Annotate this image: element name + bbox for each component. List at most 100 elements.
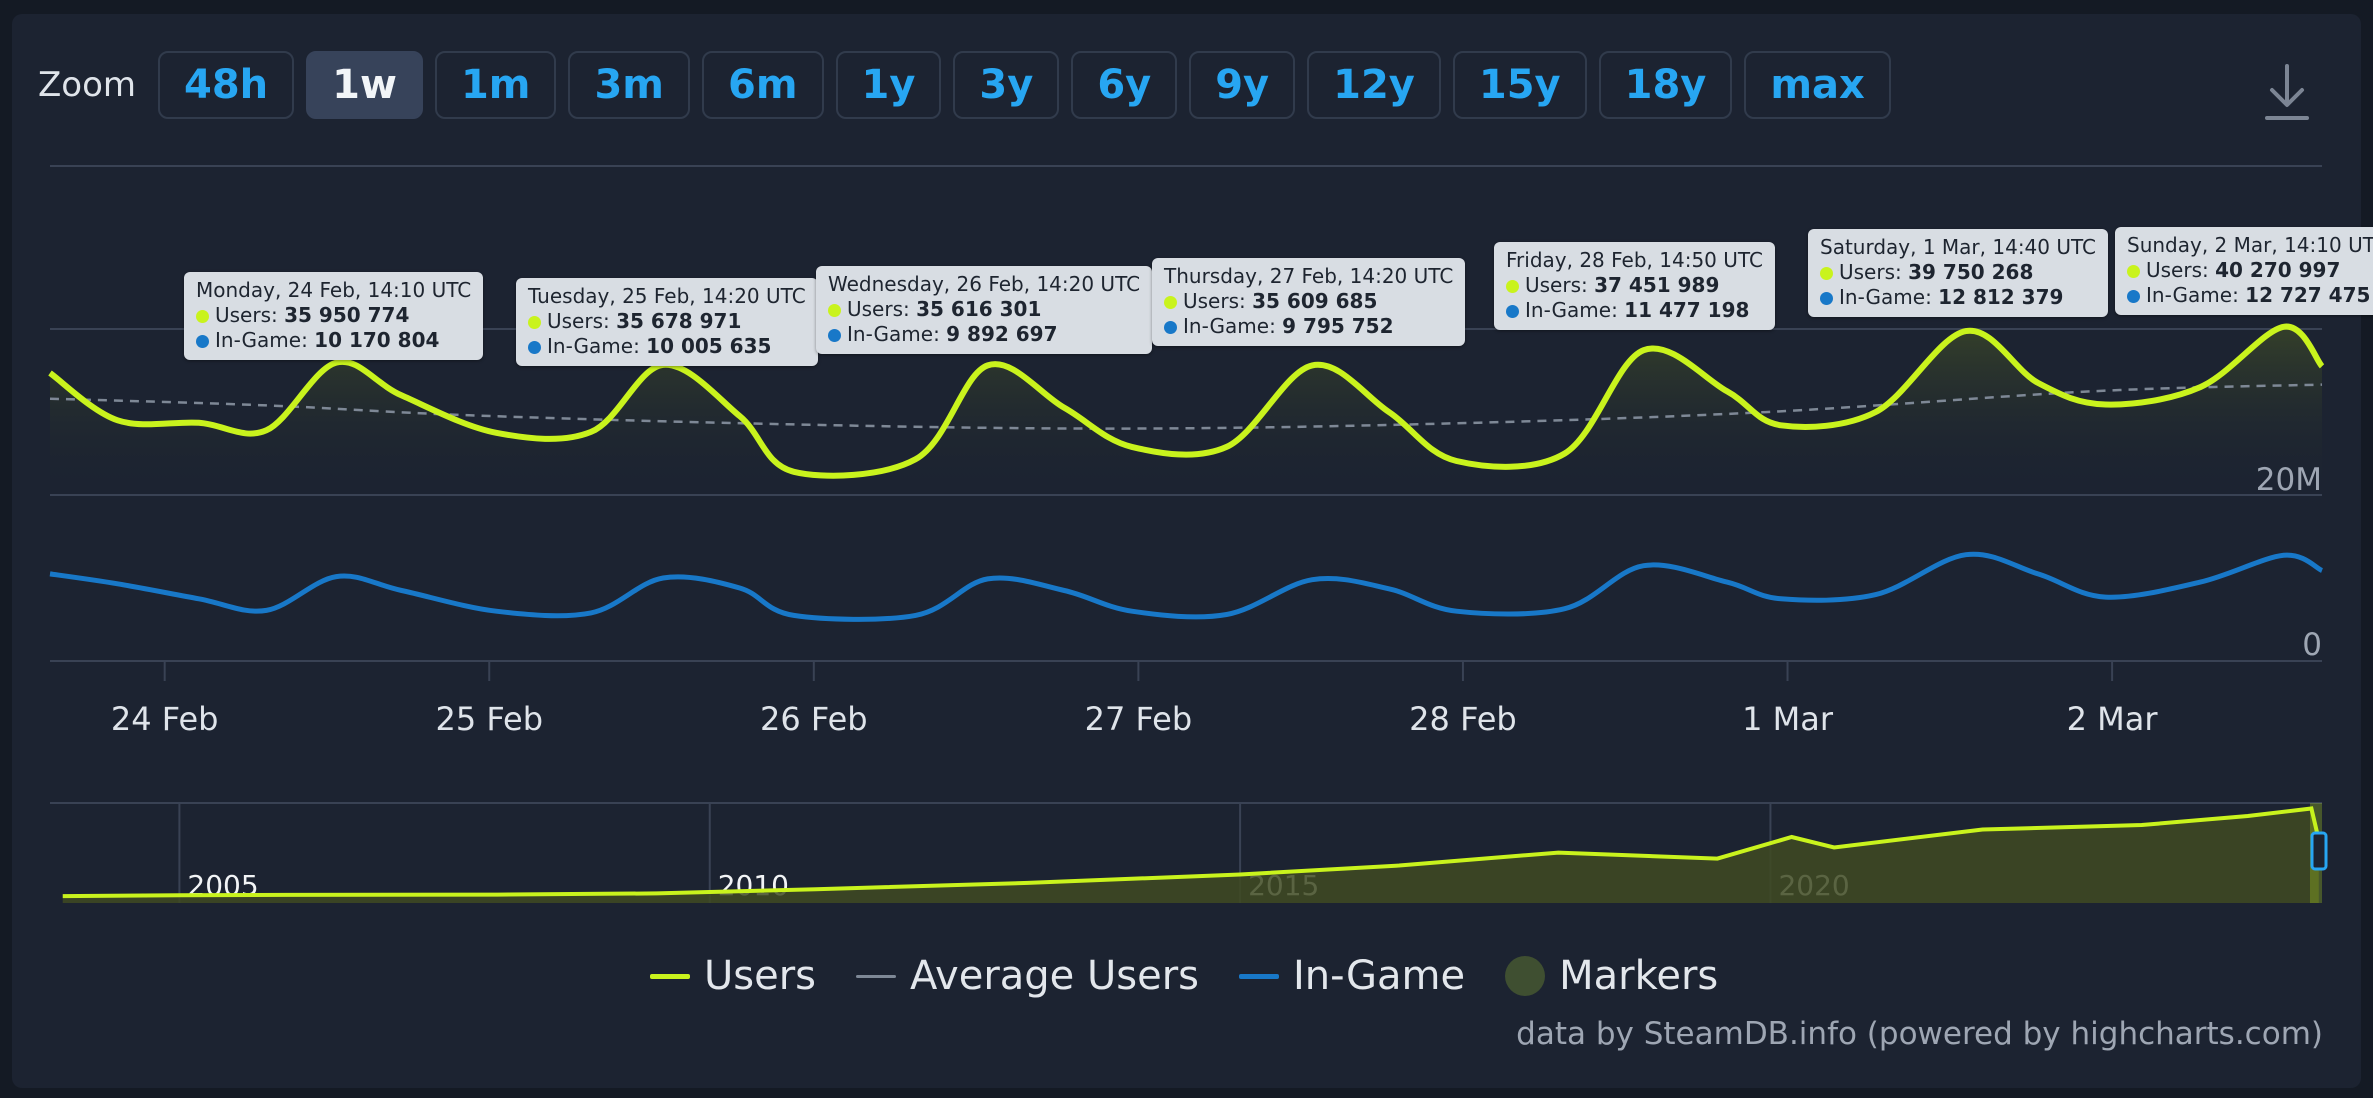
legend-item-users[interactable]: Users bbox=[650, 953, 816, 999]
x-tick-label: 1 Mar bbox=[1742, 700, 1834, 738]
tooltip-users-label: Users: bbox=[847, 297, 917, 321]
tooltip-in-game-label: In-Game: bbox=[1839, 285, 1939, 309]
y-tick-label: 20M bbox=[2256, 462, 2322, 498]
tooltip: Wednesday, 26 Feb, 14:20 UTC Users: 35 61… bbox=[816, 266, 1153, 354]
legend-item-markers[interactable]: Markers bbox=[1505, 953, 1718, 999]
zoom-toolbar: Zoom 48h 1w 1m 3m 6m 1y 3y 6y 9y 12y 15y… bbox=[38, 50, 1891, 120]
legend-swatch-markers bbox=[1505, 956, 1546, 996]
x-tick-label: 24 Feb bbox=[111, 700, 219, 738]
tooltip-users-row: Users: 40 270 997 bbox=[2127, 258, 2373, 283]
tooltip-in-game-label: In-Game: bbox=[215, 328, 315, 352]
tooltip-users-value: 37 451 989 bbox=[1594, 273, 1720, 297]
tooltip-in-game-label: In-Game: bbox=[1525, 298, 1625, 322]
x-tick-label: 25 Feb bbox=[435, 700, 543, 738]
legend-swatch-in-game bbox=[1239, 973, 1279, 979]
tooltip-users-value: 35 609 685 bbox=[1252, 289, 1378, 313]
zoom-button-6m[interactable]: 6m bbox=[701, 51, 824, 119]
tooltip-in-game-row: In-Game: 12 727 475 bbox=[2127, 283, 2373, 308]
tooltip-title: Friday, 28 Feb, 14:50 UTC bbox=[1506, 248, 1763, 272]
tooltip-users-label: Users: bbox=[1839, 260, 1909, 284]
x-axis: 24 Feb 25 Feb 26 Feb 27 Feb 28 Feb 1 Mar 2 Mar bbox=[111, 661, 2158, 738]
zoom-button-max[interactable]: max bbox=[1744, 51, 1891, 119]
tooltip-users-row: Users: 35 678 971 bbox=[528, 309, 806, 334]
tooltip-users-row: Users: 39 750 268 bbox=[1820, 260, 2096, 285]
tooltip-users-value: 35 678 971 bbox=[616, 309, 742, 333]
tooltip-users-row: Users: 35 609 685 bbox=[1164, 289, 1453, 314]
tooltip-in-game-row: In-Game: 12 812 379 bbox=[1820, 285, 2096, 310]
x-tick-label: 26 Feb bbox=[760, 700, 868, 738]
tooltip-users-row: Users: 37 451 989 bbox=[1506, 273, 1763, 298]
zoom-button-18y[interactable]: 18y bbox=[1598, 51, 1733, 119]
tooltip-users-row: Users: 35 616 301 bbox=[828, 297, 1140, 322]
zoom-button-3m[interactable]: 3m bbox=[568, 51, 690, 119]
tooltip-in-game-row: In-Game: 9 795 752 bbox=[1164, 314, 1453, 339]
tooltip: Friday, 28 Feb, 14:50 UTC Users: 37 451 9… bbox=[1494, 242, 1775, 330]
legend-label-average-users: Average Users bbox=[910, 953, 1199, 999]
tooltip: Monday, 24 Feb, 14:10 UTC Users: 35 950 7… bbox=[184, 272, 484, 360]
x-tick-label: 28 Feb bbox=[1409, 700, 1517, 738]
zoom-button-1m[interactable]: 1m bbox=[434, 51, 557, 119]
zoom-button-3y[interactable]: 3y bbox=[953, 51, 1060, 119]
tooltip-users-value: 35 616 301 bbox=[916, 297, 1042, 321]
tooltip-in-game-value: 11 477 198 bbox=[1624, 298, 1750, 322]
series-users-line bbox=[48, 323, 2325, 479]
zoom-button-48h[interactable]: 48h bbox=[158, 51, 295, 119]
tooltip-users-label: Users: bbox=[2146, 258, 2216, 282]
zoom-button-1w[interactable]: 1w bbox=[306, 51, 423, 119]
tooltip: Tuesday, 25 Feb, 14:20 UTC Users: 35 678 … bbox=[516, 278, 818, 366]
tooltip-in-game-row: In-Game: 11 477 198 bbox=[1506, 298, 1763, 323]
tooltip-users-value: 40 270 997 bbox=[2215, 258, 2341, 282]
y-axis: 0 20M bbox=[2256, 462, 2322, 663]
zoom-button-12y[interactable]: 12y bbox=[1307, 51, 1441, 119]
tooltip-title: Thursday, 27 Feb, 14:20 UTC bbox=[1164, 264, 1454, 288]
tooltip-title: Wednesday, 26 Feb, 14:20 UTC bbox=[828, 272, 1141, 296]
zoom-button-9y[interactable]: 9y bbox=[1189, 51, 1296, 119]
y-tick-label: 0 bbox=[2302, 627, 2322, 663]
tooltip-in-game-row: In-Game: 10 170 804 bbox=[196, 328, 471, 353]
legend-item-in-game[interactable]: In-Game bbox=[1239, 953, 1465, 999]
legend: Users Average Users In-Game Markers bbox=[650, 946, 1718, 1006]
tooltip-title: Monday, 24 Feb, 14:10 UTC bbox=[196, 278, 472, 302]
tooltip-users-value: 35 950 774 bbox=[284, 303, 410, 327]
tooltip-title: Tuesday, 25 Feb, 14:20 UTC bbox=[528, 284, 806, 308]
legend-swatch-average-users bbox=[856, 974, 897, 978]
tooltip-in-game-label: In-Game: bbox=[547, 334, 647, 358]
tooltip-in-game-value: 12 812 379 bbox=[1938, 285, 2064, 309]
tooltip-users-label: Users: bbox=[1183, 289, 1253, 313]
tooltip-in-game-label: In-Game: bbox=[847, 322, 947, 346]
tooltip-title: Sunday, 2 Mar, 14:10 UTC bbox=[2127, 233, 2373, 257]
tooltip-in-game-row: In-Game: 9 892 697 bbox=[828, 322, 1140, 347]
tooltip-users-label: Users: bbox=[1525, 273, 1595, 297]
zoom-button-15y[interactable]: 15y bbox=[1452, 51, 1587, 119]
tooltip-users-label: Users: bbox=[547, 309, 617, 333]
series-in-game-line bbox=[49, 551, 2324, 622]
zoom-button-6y[interactable]: 6y bbox=[1071, 51, 1178, 119]
tooltip-in-game-label: In-Game: bbox=[2146, 283, 2246, 307]
tooltip-users-value: 39 750 268 bbox=[1908, 260, 2034, 284]
download-icon[interactable] bbox=[2264, 64, 2310, 122]
x-tick-label: 27 Feb bbox=[1085, 700, 1193, 738]
legend-item-average-users[interactable]: Average Users bbox=[856, 953, 1199, 999]
tooltip-in-game-value: 12 727 475 bbox=[2245, 283, 2371, 307]
navigator[interactable]: 2005201020152020 bbox=[50, 802, 2328, 904]
legend-label-users: Users bbox=[704, 953, 817, 999]
legend-label-in-game: In-Game bbox=[1293, 953, 1466, 999]
zoom-button-1y[interactable]: 1y bbox=[835, 51, 942, 119]
tooltip-in-game-value: 10 005 635 bbox=[646, 334, 772, 358]
navigator-handle[interactable] bbox=[2310, 831, 2328, 871]
credits[interactable]: data by SteamDB.info (powered by highcha… bbox=[1516, 1016, 2323, 1052]
users-area bbox=[50, 326, 2322, 495]
legend-swatch-users bbox=[650, 973, 690, 979]
tooltip-in-game-value: 9 795 752 bbox=[1282, 314, 1394, 338]
navigator-users-line bbox=[62, 806, 2321, 899]
x-tick-label: 2 Mar bbox=[2067, 700, 2159, 738]
tooltip-users-label: Users: bbox=[215, 303, 285, 327]
zoom-label: Zoom bbox=[38, 65, 137, 105]
tooltip-in-game-value: 10 170 804 bbox=[314, 328, 440, 352]
tooltip: Thursday, 27 Feb, 14:20 UTC Users: 35 609… bbox=[1152, 258, 1466, 346]
legend-label-markers: Markers bbox=[1559, 953, 1719, 999]
tooltip-in-game-label: In-Game: bbox=[1183, 314, 1283, 338]
tooltip: Saturday, 1 Mar, 14:40 UTC Users: 39 750 … bbox=[1808, 229, 2109, 317]
users-area-fill bbox=[50, 326, 2322, 495]
